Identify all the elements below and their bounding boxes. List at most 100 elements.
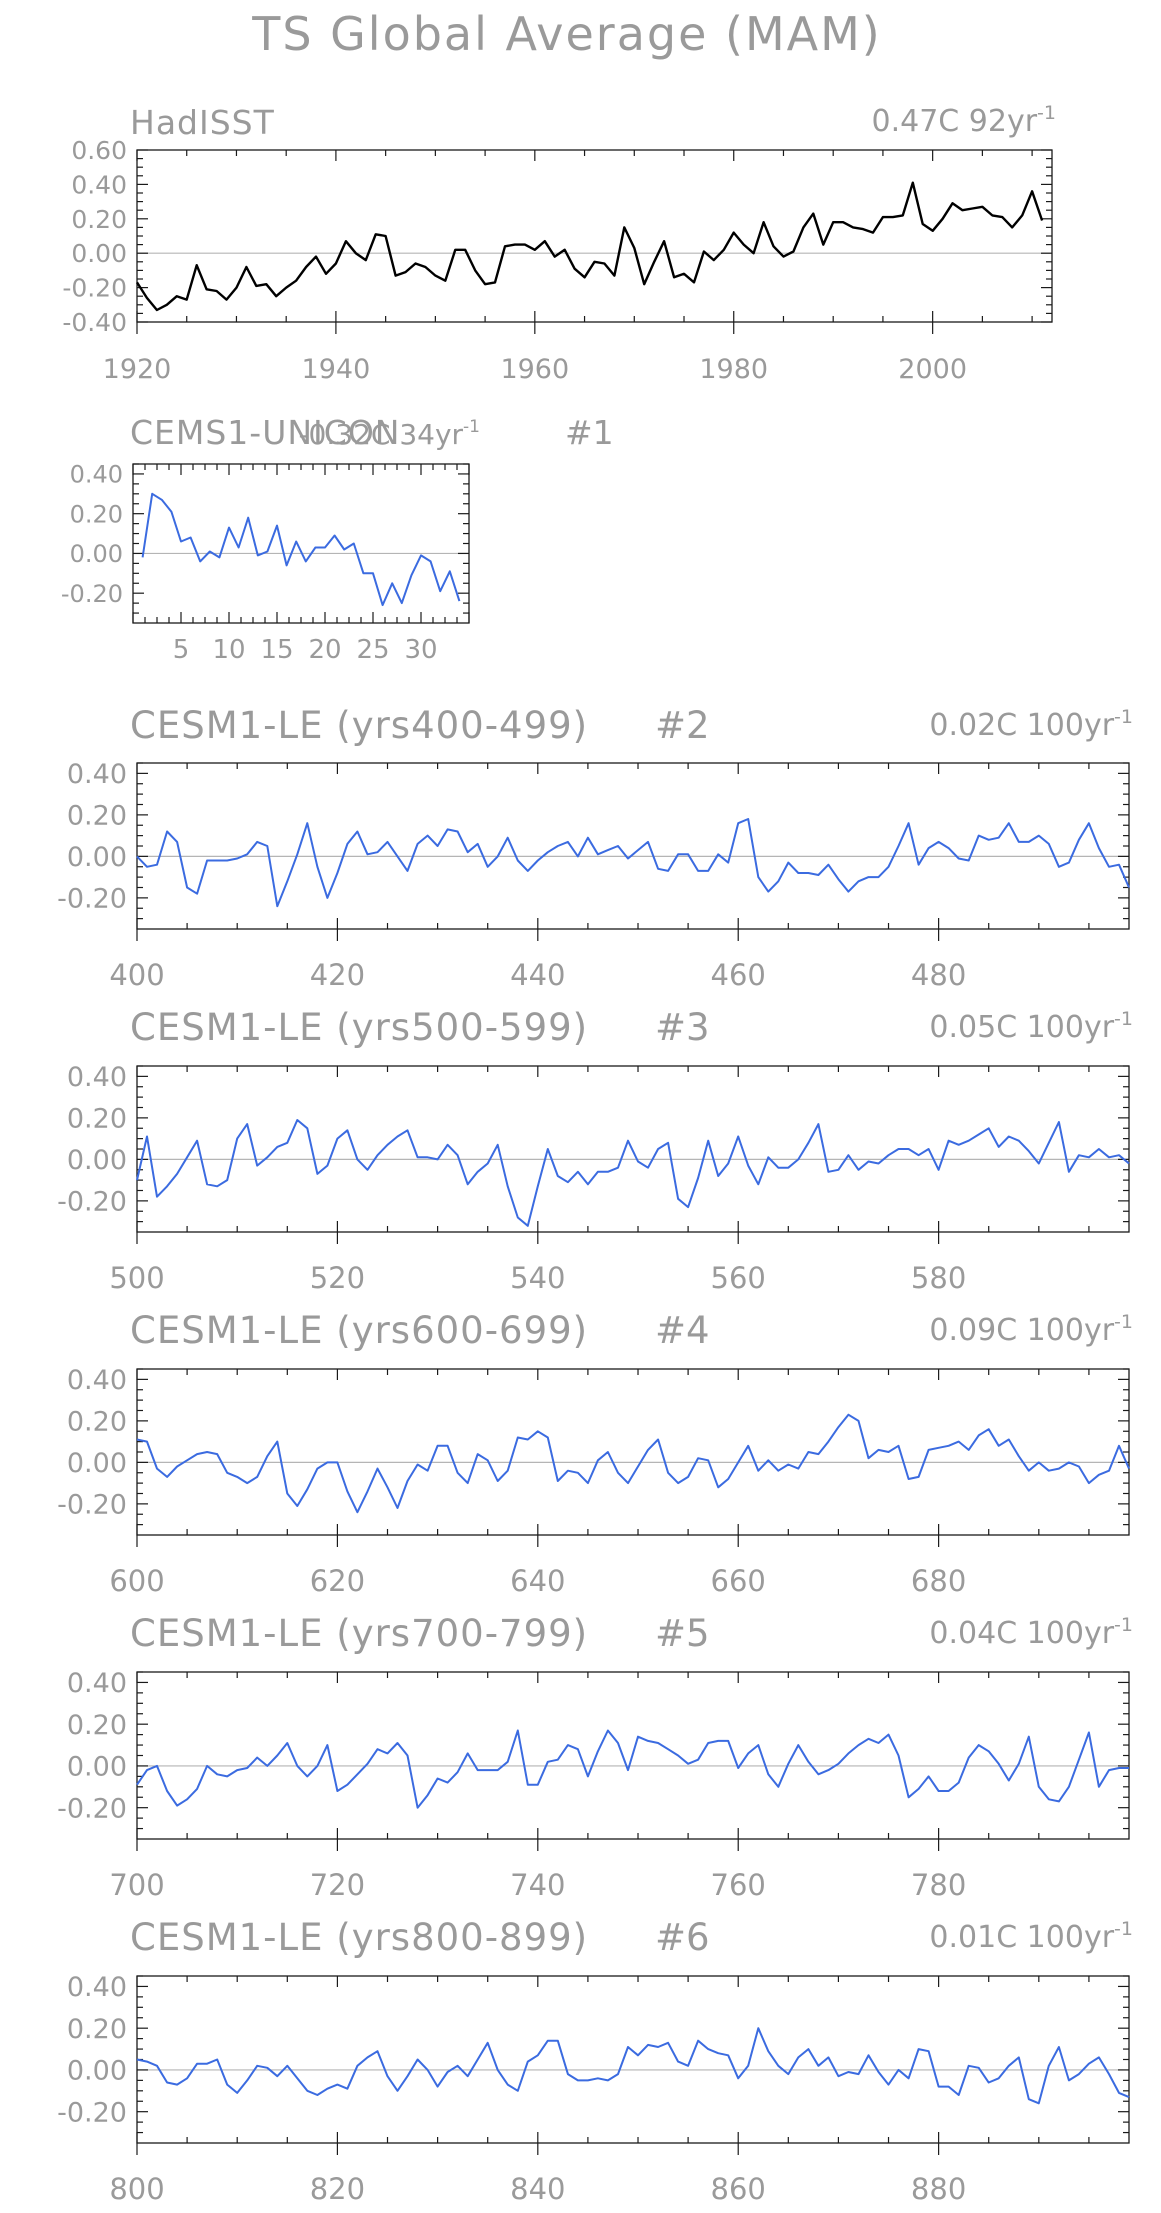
x-tick-label: 15 [260,635,293,665]
trend-value: 0.09C 100yr [929,1313,1114,1348]
trend-exponent: -1 [463,417,480,437]
panel-title: CESM1-LE (yrs500-599) [130,1006,588,1049]
trend-label: 0.04C 100yr-1 [929,1614,1133,1651]
panel-title: HadISST [130,103,275,142]
x-tick-label: 600 [109,1564,164,1598]
x-tick-label: 580 [911,1261,966,1295]
panel-6: CESM1-LE (yrs700-799) 0.04C 100yr-1 #5 -0.2… [57,1612,1133,1902]
y-tick-label: 0.20 [67,1407,127,1438]
y-tick-label: 0.40 [67,1365,127,1396]
panel-4: CESM1-LE (yrs500-599) 0.05C 100yr-1 #3 -0.2… [57,1006,1133,1295]
trend-label: 0.09C 100yr-1 [929,1311,1133,1348]
y-tick-label: 0.20 [67,801,127,832]
series-line [136,2027,1130,2105]
y-tick-label: -0.20 [57,884,127,915]
x-tick-label: 800 [109,2172,164,2206]
plot-frame [132,463,470,624]
y-tick-label: 0.20 [67,1710,127,1741]
trend-label: -0.32C 34yr-1 [298,417,480,451]
x-tick-label: 460 [711,958,766,992]
trend-value: 0.47C 92yr [872,104,1038,139]
trend-label: 0.01C 100yr-1 [929,1918,1133,1955]
series-line [136,818,1130,908]
x-tick-label: 760 [711,1868,766,1902]
x-tick-label: 840 [510,2172,565,2206]
x-tick-label: 25 [356,635,389,665]
series-line [136,1729,1129,1809]
x-tick-label: 1940 [302,354,371,385]
x-tick-label: 20 [308,635,341,665]
y-tick-label: 0.00 [67,1448,127,1479]
y-tick-label: 0.40 [67,759,127,790]
panel-2: CEMS1-UNICON-0.32C 34yr-1 #1 -0.20 0.00 0.20… [61,413,614,665]
run-label: #6 [655,1916,710,1959]
y-tick-label: 0.40 [67,1972,127,2003]
run-label: #5 [655,1612,710,1655]
plot-frame [136,1065,1130,1233]
x-tick-label: 660 [711,1564,766,1598]
series-line [136,1119,1130,1227]
panel-3: CESM1-LE (yrs400-499) 0.02C 100yr-1 #2 -0.2… [57,704,1133,992]
y-tick-label: 0.40 [67,1668,127,1699]
plot-frame [136,1368,1130,1536]
x-tick-label: 860 [711,2172,766,2206]
trend-exponent: -1 [1037,102,1056,124]
x-tick-label: 420 [310,958,365,992]
trend-exponent: -1 [1114,1918,1133,1940]
x-tick-label: 10 [212,635,245,665]
y-tick-label: 0.40 [67,1062,127,1093]
y-tick-label: 0.20 [71,205,127,234]
x-tick-label: 780 [911,1868,966,1902]
x-tick-label: 640 [510,1564,565,1598]
plot-frame [136,1975,1130,2144]
panel-7: CESM1-LE (yrs800-899) 0.01C 100yr-1 #6 -0.2… [57,1916,1133,2206]
trend-value: -0.32C 34yr [298,418,463,451]
run-label: #4 [655,1309,710,1352]
x-tick-label: 620 [310,1564,365,1598]
x-tick-label: 540 [510,1261,565,1295]
x-tick-label: 520 [310,1261,365,1295]
plot-frame [136,149,1053,323]
panel-1: HadISST 0.47C 92yr-1 -0.40 -0.20 0.00 0.20 0.4… [62,102,1056,385]
x-tick-label: 740 [510,1868,565,1902]
x-tick-label: 440 [510,958,565,992]
plot-frame [136,762,1130,930]
trend-value: 0.04C 100yr [929,1616,1114,1651]
panel-title: CEMS1-UNICON [130,413,401,452]
x-tick-label: 560 [711,1261,766,1295]
panel-title: CESM1-LE (yrs800-899) [130,1916,588,1959]
x-tick-label: 30 [404,635,437,665]
x-tick-label: 5 [173,635,190,665]
plot-frame [136,1671,1130,1840]
y-tick-label: 0.40 [70,461,123,489]
y-tick-label: 0.20 [70,500,123,528]
x-tick-label: 880 [911,2172,966,2206]
y-tick-label: -0.20 [57,1490,127,1521]
x-tick-label: 1960 [500,354,569,385]
trend-exponent: -1 [1114,706,1133,728]
series-line [136,1413,1130,1514]
panel-title: CESM1-LE (yrs600-699) [130,1309,588,1352]
trend-value: 0.02C 100yr [929,708,1114,743]
y-tick-label: -0.40 [62,308,127,337]
trend-exponent: -1 [1114,1311,1133,1333]
y-tick-label: 0.00 [67,1752,127,1783]
panel-5: CESM1-LE (yrs600-699) 0.09C 100yr-1 #4 -0.2… [57,1309,1133,1598]
series-line [135,181,1044,312]
trend-exponent: -1 [1114,1008,1133,1030]
trend-label: 0.05C 100yr-1 [929,1008,1133,1045]
panel-title: CESM1-LE (yrs700-799) [130,1612,588,1655]
x-tick-label: 1980 [699,354,768,385]
series-line [141,492,461,607]
panels: HadISST 0.47C 92yr-1-0.40-0.200.000.200.4… [57,102,1133,2206]
x-tick-label: 1920 [103,354,172,385]
y-tick-label: 0.20 [67,2014,127,2045]
y-tick-label: -0.20 [57,1793,127,1824]
trend-value: 0.01C 100yr [929,1920,1114,1955]
y-tick-label: 0.00 [67,842,127,873]
trend-label: 0.02C 100yr-1 [929,706,1133,743]
x-tick-label: 720 [310,1868,365,1902]
y-tick-label: -0.20 [61,580,123,608]
x-tick-label: 480 [911,958,966,992]
